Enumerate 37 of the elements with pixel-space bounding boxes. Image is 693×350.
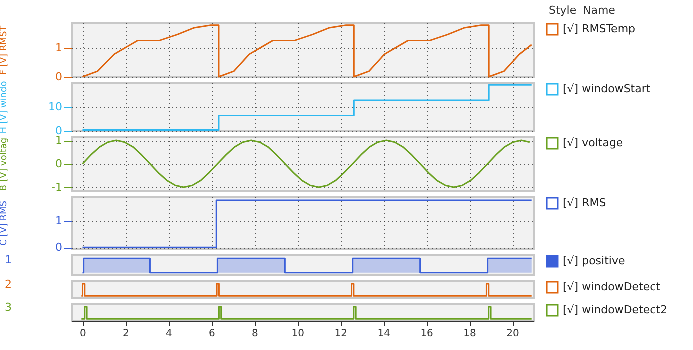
y-axis-title: H [V] windo — [0, 80, 10, 134]
x-tick-label: 14 — [378, 328, 390, 340]
legend-label: [√] positive — [563, 254, 626, 268]
line-series — [82, 140, 531, 188]
y-axis-title: 3 — [5, 301, 12, 314]
x-tick-label: 8 — [252, 328, 258, 340]
y-axis-title: F [V] RMST — [0, 25, 10, 76]
x-tick-label: 2 — [123, 328, 130, 340]
x-tick-label: 16 — [420, 328, 434, 340]
x-tick-label: 12 — [334, 328, 348, 340]
y-axis-title: C [V] RMS — [0, 200, 10, 246]
x-tick-label: 18 — [464, 328, 476, 340]
y-axis-title: 2 — [5, 278, 12, 291]
y-tick-label: 0 — [56, 241, 62, 254]
y-axis-title: B [V] voltag — [0, 138, 10, 192]
legend-label: [√] windowStart — [563, 82, 652, 96]
text: Name — [583, 4, 616, 17]
x-tick-label: 6 — [208, 328, 216, 340]
line-series — [82, 84, 533, 132]
x-tick-label: 10 — [292, 328, 304, 340]
y-tick-label: 0 — [56, 158, 62, 170]
y-tick-label: 10 — [48, 100, 62, 114]
y-tick-label: -1 — [52, 180, 62, 194]
text: Style — [549, 4, 577, 17]
x-tick-label: 4 — [166, 328, 172, 340]
y-axis-title: 1 — [5, 254, 12, 266]
legend-label: [√] RMS — [563, 196, 606, 210]
y-tick-label: 0 — [56, 70, 62, 84]
legend-label: [√] windowDetect — [563, 280, 662, 294]
legend-label: [√] voltage — [563, 136, 624, 150]
x-tick-label: 0 — [80, 328, 86, 340]
legend-label: [√] RMSTemp — [563, 22, 636, 36]
x-tick-label: 20 — [506, 328, 520, 340]
legend-label: [√] windowDetect2 — [563, 304, 668, 316]
y-tick-label: 1 — [56, 41, 62, 54]
line-series — [82, 24, 533, 78]
y-tick-label: 1 — [56, 214, 62, 228]
